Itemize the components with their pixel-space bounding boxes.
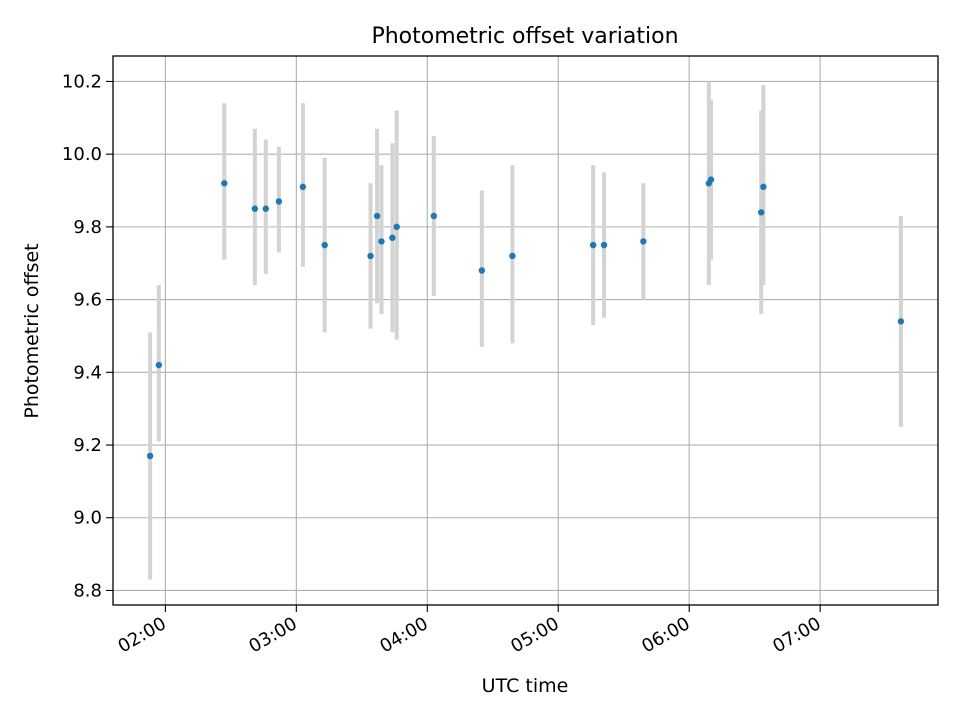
x-tick-label: 04:00 [376, 613, 431, 657]
data-point [707, 176, 715, 183]
plot-frame [112, 55, 939, 606]
data-point [758, 209, 765, 216]
chart-title: Photometric offset variation [371, 24, 678, 49]
x-tick-label: 05:00 [507, 613, 562, 657]
data-point [378, 238, 385, 245]
data-point [600, 241, 608, 249]
x-axis-label: UTC time [482, 675, 569, 697]
error-bars [148, 81, 903, 580]
data-point [155, 361, 163, 369]
y-tick-label: 9.8 [73, 217, 102, 238]
y-tick-label: 9.6 [73, 290, 102, 311]
data-point [146, 452, 154, 460]
x-tick-label: 03:00 [245, 613, 300, 657]
data-point [430, 212, 438, 220]
data-point [299, 183, 307, 191]
x-axis-ticks: 02:00 03:00 04:00 05:00 06:00 07:00 [114, 605, 825, 657]
data-point [221, 180, 228, 187]
data-point [897, 318, 905, 325]
data-point [321, 241, 328, 249]
y-axis-label: Photometric offset [21, 243, 43, 418]
y-tick-label: 9.4 [73, 362, 102, 383]
data-point [589, 241, 597, 249]
data-point [251, 205, 259, 212]
x-tick-label: 02:00 [114, 613, 169, 657]
data-point [509, 252, 516, 260]
grid-lines [113, 56, 938, 605]
data-points [146, 176, 905, 460]
data-point [262, 205, 269, 212]
y-tick-label: 9.0 [73, 508, 102, 529]
data-point [373, 212, 381, 220]
y-tick-label: 10.0 [62, 144, 102, 165]
data-point [389, 234, 396, 241]
data-point [275, 198, 283, 205]
data-point [478, 267, 486, 274]
y-axis-ticks: 8.8 9.0 9.2 9.4 9.6 9.8 10.0 10.2 [62, 71, 113, 601]
data-point [393, 223, 400, 231]
y-tick-label: 8.8 [73, 580, 102, 601]
data-point [760, 183, 767, 191]
x-tick-label: 06:00 [638, 613, 693, 657]
x-tick-label: 07:00 [769, 613, 824, 657]
y-tick-label: 9.2 [73, 435, 102, 456]
y-tick-label: 10.2 [62, 71, 102, 92]
data-point [367, 252, 374, 260]
data-point [640, 238, 647, 245]
